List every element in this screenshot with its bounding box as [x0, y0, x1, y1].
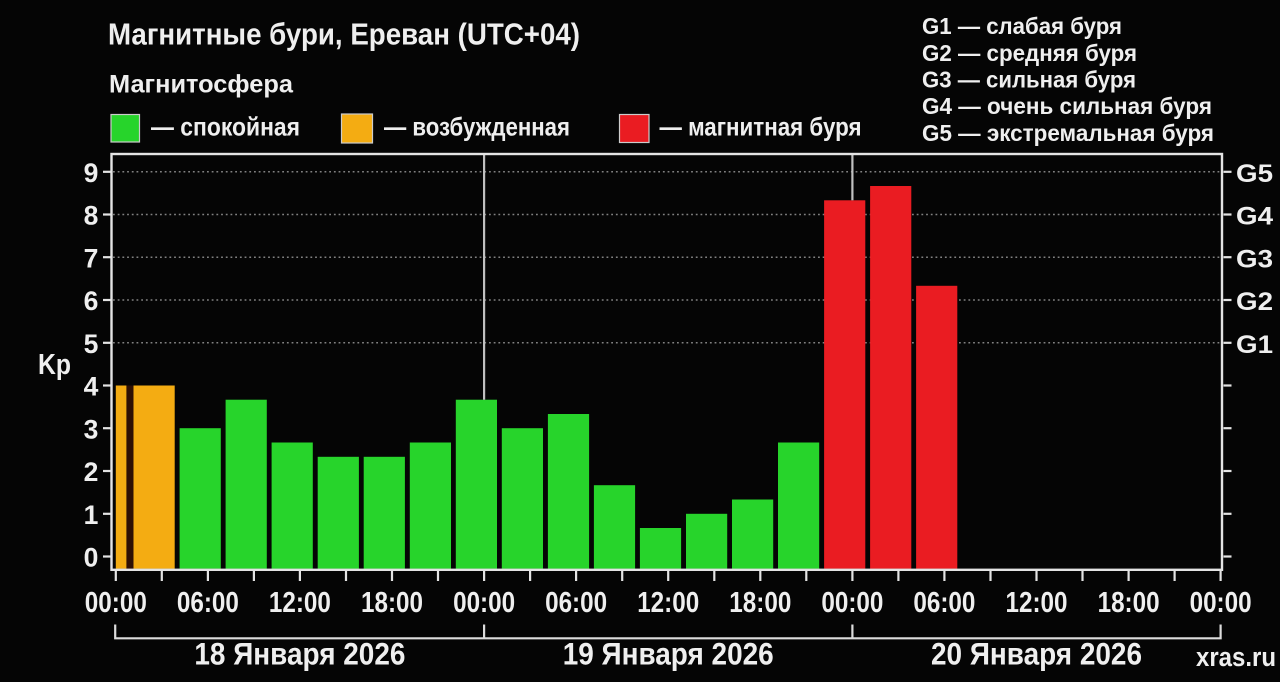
- svg-text:G4: G4: [1236, 203, 1273, 231]
- svg-text:6: 6: [84, 286, 99, 316]
- svg-text:G4 — очень сильная буря: G4 — очень сильная буря: [922, 93, 1212, 119]
- svg-text:0: 0: [84, 543, 99, 573]
- svg-text:00:00: 00:00: [85, 587, 147, 619]
- svg-text:06:00: 06:00: [545, 587, 607, 619]
- svg-text:18:00: 18:00: [729, 587, 791, 619]
- svg-text:2: 2: [84, 457, 99, 487]
- svg-text:12:00: 12:00: [1006, 587, 1068, 619]
- svg-text:Магнитосфера: Магнитосфера: [109, 71, 294, 99]
- svg-text:1: 1: [84, 500, 99, 530]
- svg-text:12:00: 12:00: [637, 587, 699, 619]
- svg-text:— спокойная: — спокойная: [151, 112, 300, 142]
- svg-text:8: 8: [84, 201, 99, 231]
- svg-text:06:00: 06:00: [913, 587, 975, 619]
- svg-text:G2 — средняя буря: G2 — средняя буря: [922, 40, 1137, 66]
- svg-text:xras.ru: xras.ru: [1196, 642, 1276, 672]
- svg-text:3: 3: [84, 414, 99, 444]
- svg-text:— магнитная буря: — магнитная буря: [660, 112, 862, 142]
- svg-text:19 Января 2026: 19 Января 2026: [563, 636, 774, 672]
- svg-text:18:00: 18:00: [1098, 587, 1160, 619]
- svg-text:18 Января 2026: 18 Января 2026: [194, 636, 405, 672]
- svg-text:18:00: 18:00: [361, 587, 423, 619]
- svg-text:Kp: Kp: [38, 349, 71, 381]
- svg-text:G1: G1: [1236, 331, 1273, 359]
- svg-text:Магнитные бури, Ереван (UTC+04: Магнитные бури, Ереван (UTC+04): [108, 17, 580, 52]
- svg-text:9: 9: [84, 158, 99, 188]
- svg-text:G3: G3: [1236, 245, 1273, 273]
- svg-text:— возбужденная: — возбужденная: [384, 112, 570, 142]
- svg-text:00:00: 00:00: [821, 587, 883, 619]
- svg-text:4: 4: [84, 372, 99, 402]
- svg-text:06:00: 06:00: [177, 587, 239, 619]
- svg-text:G5 — экстремальная буря: G5 — экстремальная буря: [922, 120, 1214, 146]
- svg-text:G3 — сильная буря: G3 — сильная буря: [922, 67, 1136, 93]
- svg-text:5: 5: [84, 329, 99, 359]
- svg-text:G5: G5: [1236, 160, 1273, 188]
- svg-text:G2: G2: [1236, 288, 1273, 316]
- svg-text:20 Января 2026: 20 Января 2026: [931, 636, 1142, 672]
- svg-text:12:00: 12:00: [269, 587, 331, 619]
- svg-text:7: 7: [84, 243, 99, 273]
- svg-text:00:00: 00:00: [1190, 587, 1252, 619]
- svg-text:00:00: 00:00: [453, 587, 515, 619]
- svg-text:G1 — слабая буря: G1 — слабая буря: [922, 13, 1122, 39]
